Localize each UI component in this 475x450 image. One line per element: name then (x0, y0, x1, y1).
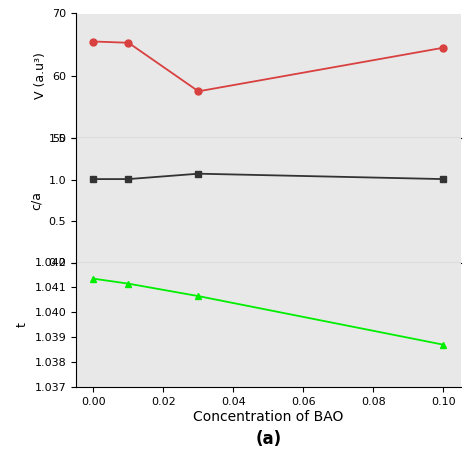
Y-axis label: c/a: c/a (30, 191, 43, 210)
X-axis label: Concentration of BAO: Concentration of BAO (193, 410, 343, 423)
X-axis label: (b): (b) (256, 286, 281, 302)
Y-axis label: V (a.u³): V (a.u³) (34, 52, 47, 99)
X-axis label: (c): (c) (257, 162, 280, 177)
Text: (a): (a) (256, 430, 281, 448)
Y-axis label: t: t (16, 322, 29, 327)
